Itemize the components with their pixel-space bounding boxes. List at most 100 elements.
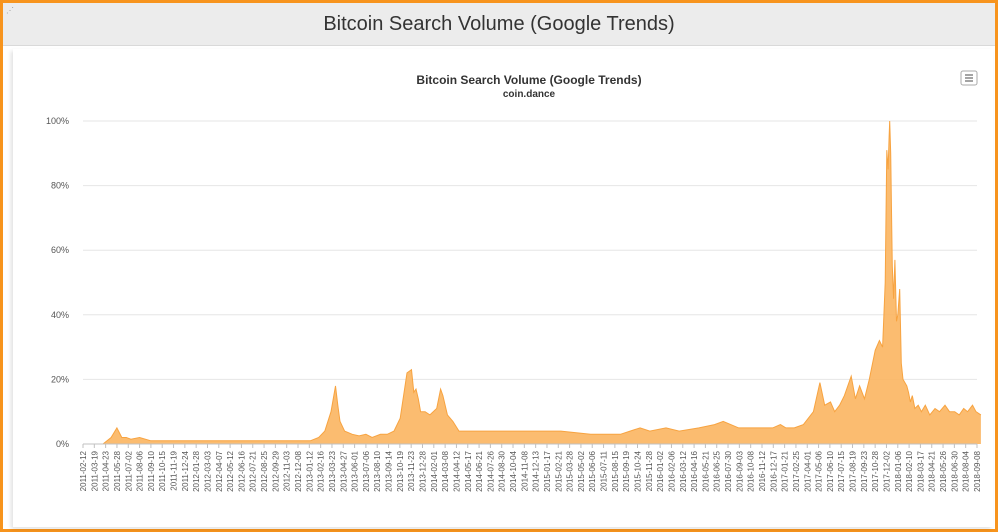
x-tick-label: 2011-12-24 [181, 450, 190, 491]
series-line [83, 120, 982, 445]
x-tick-label: 2013-02-16 [317, 450, 326, 491]
x-tick-label: 2012-11-03 [283, 450, 292, 491]
x-tick-label: 2017-01-21 [781, 450, 790, 491]
x-tick-label: 2011-04-23 [102, 450, 111, 491]
x-tick-label: 2018-09-08 [973, 450, 982, 491]
x-tick-label: 2012-05-12 [226, 450, 235, 491]
x-tick-label: 2012-03-03 [204, 450, 213, 491]
grid-lines [83, 120, 977, 445]
chart-svg: Bitcoin Search Volume (Google Trends) co… [46, 70, 982, 492]
x-axis: 2011-02-12 2011-03-19 2011-04-23 2011-05-28… [79, 443, 982, 492]
x-tick-label: 2013-01-12 [305, 450, 314, 491]
corner-resize-icon: ⋰ [6, 6, 14, 15]
x-tick-label: 2016-06-25 [713, 450, 722, 491]
x-tick-label: 2016-01-02 [656, 450, 665, 491]
x-tick-label: 2017-10-28 [871, 450, 880, 491]
chart-title: Bitcoin Search Volume (Google Trends) [416, 73, 641, 87]
chart-subtitle: coin.dance [503, 89, 556, 100]
x-tick-label: 2018-05-26 [939, 450, 948, 491]
x-tick-label: 2018-08-04 [962, 450, 971, 491]
x-tick-label: 2018-04-21 [928, 450, 937, 491]
chart-card: Bitcoin Search Volume (Google Trends) co… [13, 49, 993, 527]
y-tick-label: 40% [51, 310, 69, 320]
plot-area [83, 120, 982, 445]
x-tick-label: 2011-02-12 [79, 450, 88, 491]
x-tick-label: 2011-09-10 [147, 450, 156, 491]
export-menu-button[interactable] [960, 70, 978, 86]
x-tick-label: 2015-10-24 [634, 450, 643, 491]
x-tick-label: 2016-05-21 [701, 450, 710, 491]
x-tick-label: 2016-04-16 [690, 450, 699, 491]
x-tick-label: 2014-11-08 [520, 450, 529, 491]
x-tick-label: 2017-09-23 [860, 450, 869, 491]
x-tick-label: 2013-03-23 [328, 450, 337, 491]
x-tick-label: 2017-05-06 [815, 450, 824, 491]
x-tick-label: 2013-09-14 [385, 450, 394, 491]
x-tick-label: 2014-04-12 [452, 450, 461, 491]
x-tick-label: 2014-07-26 [486, 450, 495, 491]
x-tick-label: 2012-08-25 [260, 450, 269, 491]
x-tick-label: 2012-06-16 [237, 450, 246, 491]
x-tick-label: 2017-12-02 [883, 450, 892, 491]
x-tick-label: 2014-02-01 [430, 450, 439, 491]
y-tick-label: 80% [51, 181, 69, 191]
x-tick-label: 2011-11-19 [170, 450, 179, 490]
x-tick-label: 2016-10-08 [747, 450, 756, 491]
x-tick-label: 2013-07-06 [362, 450, 371, 491]
x-tick-label: 2014-05-17 [464, 450, 473, 491]
x-tick-label: 2013-08-10 [373, 450, 382, 491]
x-tick-label: 2014-10-04 [509, 450, 518, 491]
x-tick-label: 2012-12-08 [294, 450, 303, 491]
hamburger-menu-icon [965, 74, 973, 82]
x-tick-label: 2011-03-19 [90, 450, 99, 491]
x-tick-label: 2015-06-06 [588, 450, 597, 491]
x-tick-label: 2013-12-28 [419, 450, 428, 491]
x-tick-label: 2017-07-15 [837, 450, 846, 491]
x-tick-label: 2012-04-07 [215, 450, 224, 491]
x-tick-label: 2018-02-10 [905, 450, 914, 491]
x-tick-label: 2014-12-13 [532, 450, 541, 491]
x-tick-label: 2013-10-19 [396, 450, 405, 491]
x-tick-label: 2015-03-28 [566, 450, 575, 491]
x-tick-label: 2013-11-23 [407, 450, 416, 491]
x-tick-label: 2015-02-21 [554, 450, 563, 491]
x-tick-label: 2015-05-02 [577, 450, 586, 491]
x-tick-label: 2015-11-28 [645, 450, 654, 491]
x-tick-label: 2014-03-08 [441, 450, 450, 491]
x-tick-label: 2011-10-15 [158, 450, 167, 491]
x-tick-label: 2014-08-30 [498, 450, 507, 491]
x-tick-label: 2015-09-19 [622, 450, 631, 491]
y-tick-label: 60% [51, 245, 69, 255]
y-tick-label: 100% [46, 116, 69, 126]
page-title: Bitcoin Search Volume (Google Trends) [323, 12, 675, 35]
x-tick-label: 2013-04-27 [339, 450, 348, 491]
x-tick-label: 2015-07-11 [600, 450, 609, 491]
y-axis: 0% 20% 40% 60% 80% 100% [46, 116, 69, 449]
x-tick-label: 2012-07-21 [249, 450, 258, 491]
x-tick-label: 2013-06-01 [351, 450, 360, 491]
x-tick-label: 2012-09-29 [271, 450, 280, 491]
x-tick-label: 2016-03-12 [679, 450, 688, 491]
x-tick-label: 2012-01-28 [192, 450, 201, 491]
x-tick-label: 2016-11-12 [758, 450, 767, 491]
y-tick-label: 20% [51, 374, 69, 384]
x-tick-label: 2017-02-25 [792, 450, 801, 491]
x-tick-label: 2011-08-06 [136, 450, 145, 491]
x-tick-label: 2017-04-01 [803, 450, 812, 491]
x-tick-label: 2018-06-30 [950, 450, 959, 491]
x-tick-label: 2016-12-17 [769, 450, 778, 491]
x-tick-label: 2017-06-10 [826, 450, 835, 491]
y-tick-label: 0% [56, 439, 69, 449]
x-tick-label: 2014-06-21 [475, 450, 484, 491]
x-tick-label: 2018-01-06 [894, 450, 903, 491]
x-tick-label: 2016-09-03 [735, 450, 744, 491]
x-tick-label: 2016-02-06 [668, 450, 677, 491]
x-tick-label: 2016-07-30 [724, 450, 733, 491]
x-tick-label: 2015-08-15 [611, 450, 620, 491]
x-tick-label: 2018-03-17 [916, 450, 925, 491]
x-tick-label: 2011-07-02 [124, 450, 133, 491]
page-header: ⋰ Bitcoin Search Volume (Google Trends) [3, 3, 995, 46]
x-tick-label: 2017-08-19 [849, 450, 858, 491]
series-area [83, 121, 981, 444]
